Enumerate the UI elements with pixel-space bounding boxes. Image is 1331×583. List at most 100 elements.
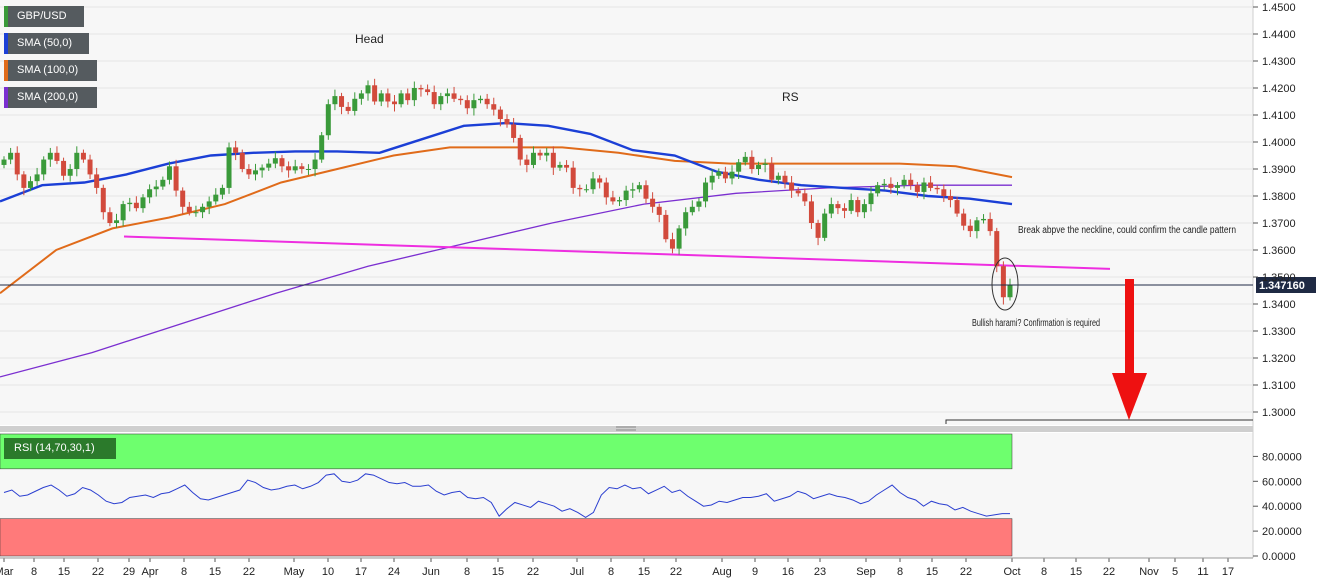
candle xyxy=(709,169,715,190)
candle xyxy=(795,187,801,197)
candle xyxy=(272,151,278,169)
candle xyxy=(643,180,649,204)
candle xyxy=(385,88,391,108)
candle xyxy=(570,161,576,194)
candle xyxy=(438,92,444,111)
candle xyxy=(418,84,424,97)
candle xyxy=(193,205,199,217)
price-tick-label: 1.4500 xyxy=(1262,2,1296,14)
candle xyxy=(822,208,828,242)
legend-sma200[interactable]: SMA (200,0) xyxy=(4,87,97,108)
candle xyxy=(219,184,225,200)
x-tick-label: 8 xyxy=(181,566,187,578)
candle xyxy=(80,149,86,163)
candle xyxy=(34,167,40,186)
x-tick-label: 15 xyxy=(209,566,221,578)
candle xyxy=(21,171,27,196)
price-tick-label: 1.3100 xyxy=(1262,380,1296,392)
rsi-overbought-band xyxy=(0,433,1013,470)
candle xyxy=(981,214,987,224)
candle xyxy=(226,142,232,194)
x-tick-label: Nov xyxy=(1139,566,1159,578)
candle xyxy=(173,159,179,197)
candle xyxy=(987,212,993,236)
candle xyxy=(1000,261,1006,305)
candle xyxy=(603,177,609,205)
candle xyxy=(782,170,788,189)
x-tick-label: 15 xyxy=(492,566,504,578)
candle xyxy=(114,213,120,228)
candle xyxy=(279,154,285,173)
candle xyxy=(769,157,775,184)
rsi-tick-label: 60.0000 xyxy=(1262,476,1302,488)
candle xyxy=(233,140,239,161)
candle xyxy=(537,149,543,161)
x-tick-label: Jul xyxy=(570,566,584,578)
candle xyxy=(47,147,53,167)
x-tick-label: 24 xyxy=(388,566,400,578)
x-tick-label: 15 xyxy=(1070,566,1082,578)
candle xyxy=(722,166,728,184)
candle xyxy=(61,157,67,181)
candle xyxy=(875,181,881,197)
candle xyxy=(597,175,603,189)
candle xyxy=(842,203,848,219)
candle xyxy=(491,97,497,116)
divider-handle-icon[interactable] xyxy=(616,426,636,431)
candle xyxy=(524,154,530,173)
candle xyxy=(835,200,841,215)
candle xyxy=(921,177,927,200)
x-tick-label: Oct xyxy=(1003,566,1020,578)
legend-symbol-text: GBP/USD xyxy=(17,10,67,22)
legend-sma100[interactable]: SMA (100,0) xyxy=(4,60,97,81)
x-tick-label: 8 xyxy=(1041,566,1047,578)
x-tick-label: 9 xyxy=(752,566,758,578)
x-tick-label: 16 xyxy=(782,566,794,578)
candle xyxy=(67,164,73,182)
candle xyxy=(54,146,60,165)
candle xyxy=(802,188,808,206)
candle xyxy=(160,176,166,190)
x-tick-label: Aug xyxy=(712,566,732,578)
price-tick-label: 1.4100 xyxy=(1262,110,1296,122)
rsi-line-layer xyxy=(3,473,1010,518)
candle xyxy=(27,176,33,192)
legend-rsi[interactable]: RSI (14,70,30,1) xyxy=(4,438,116,459)
candle xyxy=(345,102,351,115)
rsi-tick-label: 80.0000 xyxy=(1262,451,1302,463)
candle xyxy=(497,106,503,127)
candle xyxy=(411,81,417,107)
x-tick-label: 15 xyxy=(638,566,650,578)
legend-symbol[interactable]: GBP/USD xyxy=(4,6,84,27)
candle xyxy=(100,184,106,220)
candle xyxy=(87,154,93,179)
candle xyxy=(180,187,186,215)
harami-note: Bullish harami? Confirmation is required xyxy=(972,318,1100,329)
candle xyxy=(239,149,245,173)
candle xyxy=(478,95,484,104)
legend-sma200-text: SMA (200,0) xyxy=(17,91,79,103)
price-tick-label: 1.3800 xyxy=(1262,191,1296,203)
legend-sma50[interactable]: SMA (50,0) xyxy=(4,33,89,54)
candle xyxy=(41,156,47,181)
candle xyxy=(378,90,384,107)
candle xyxy=(305,164,311,175)
x-tick-label: Sep xyxy=(856,566,876,578)
candle xyxy=(954,196,960,217)
sma50-swatch xyxy=(4,33,8,54)
last-price-label: 1.347160 xyxy=(1259,280,1305,292)
price-tick-label: 1.3900 xyxy=(1262,164,1296,176)
sma200-swatch xyxy=(4,87,8,108)
candle xyxy=(120,200,126,227)
candle xyxy=(259,164,265,178)
candle xyxy=(133,196,139,212)
legend-rsi-text: RSI (14,70,30,1) xyxy=(14,442,95,454)
rsi-tick-label: 0.0000 xyxy=(1262,551,1296,563)
candle xyxy=(689,200,695,216)
candle xyxy=(934,184,940,194)
candle xyxy=(1,156,7,169)
x-tick-label: Mar xyxy=(0,566,14,578)
candle xyxy=(153,180,159,197)
candle xyxy=(815,219,821,246)
